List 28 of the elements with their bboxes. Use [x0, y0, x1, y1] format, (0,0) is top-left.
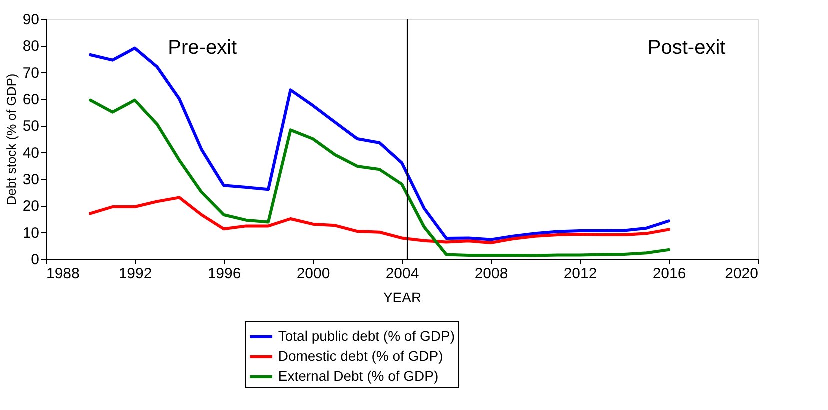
x-tick-label: 1996 [208, 266, 242, 282]
x-tick-label: 2000 [296, 266, 330, 282]
y-tick-label: 80 [22, 38, 40, 56]
x-axis-title: YEAR [383, 290, 422, 306]
x-tick-label: 2020 [725, 266, 758, 282]
annotation: Pre-exit [168, 36, 238, 59]
y-tick-label: 90 [22, 12, 40, 28]
legend-label: External Debt (% of GDP) [278, 368, 439, 384]
x-tick-label: 2016 [652, 266, 686, 282]
y-tick-label: 60 [22, 92, 40, 108]
x-tick-label: 1992 [118, 266, 152, 282]
y-tick-label: 50 [22, 118, 40, 136]
annotation: Post-exit [648, 36, 726, 59]
legend-label: Domestic debt (% of GDP) [278, 348, 444, 364]
line-series [89, 98, 670, 258]
line-series [89, 196, 670, 244]
x-tick-label: 2012 [564, 266, 598, 282]
y-axis-title: Debt stock (% of GDP) [4, 74, 19, 206]
y-tick-label: 0 [31, 252, 40, 268]
x-tick-label: 2008 [474, 266, 508, 282]
y-tick-label: 70 [22, 64, 40, 82]
legend-label: Total public debt (% of GDP) [278, 328, 455, 344]
y-tick-label: 40 [22, 144, 40, 162]
x-tick-label: 2004 [386, 266, 420, 282]
y-tick-label: 30 [22, 172, 40, 188]
x-tick-label: 1988 [46, 266, 80, 282]
y-tick-label: 20 [22, 198, 40, 216]
y-tick-label: 10 [22, 224, 40, 242]
